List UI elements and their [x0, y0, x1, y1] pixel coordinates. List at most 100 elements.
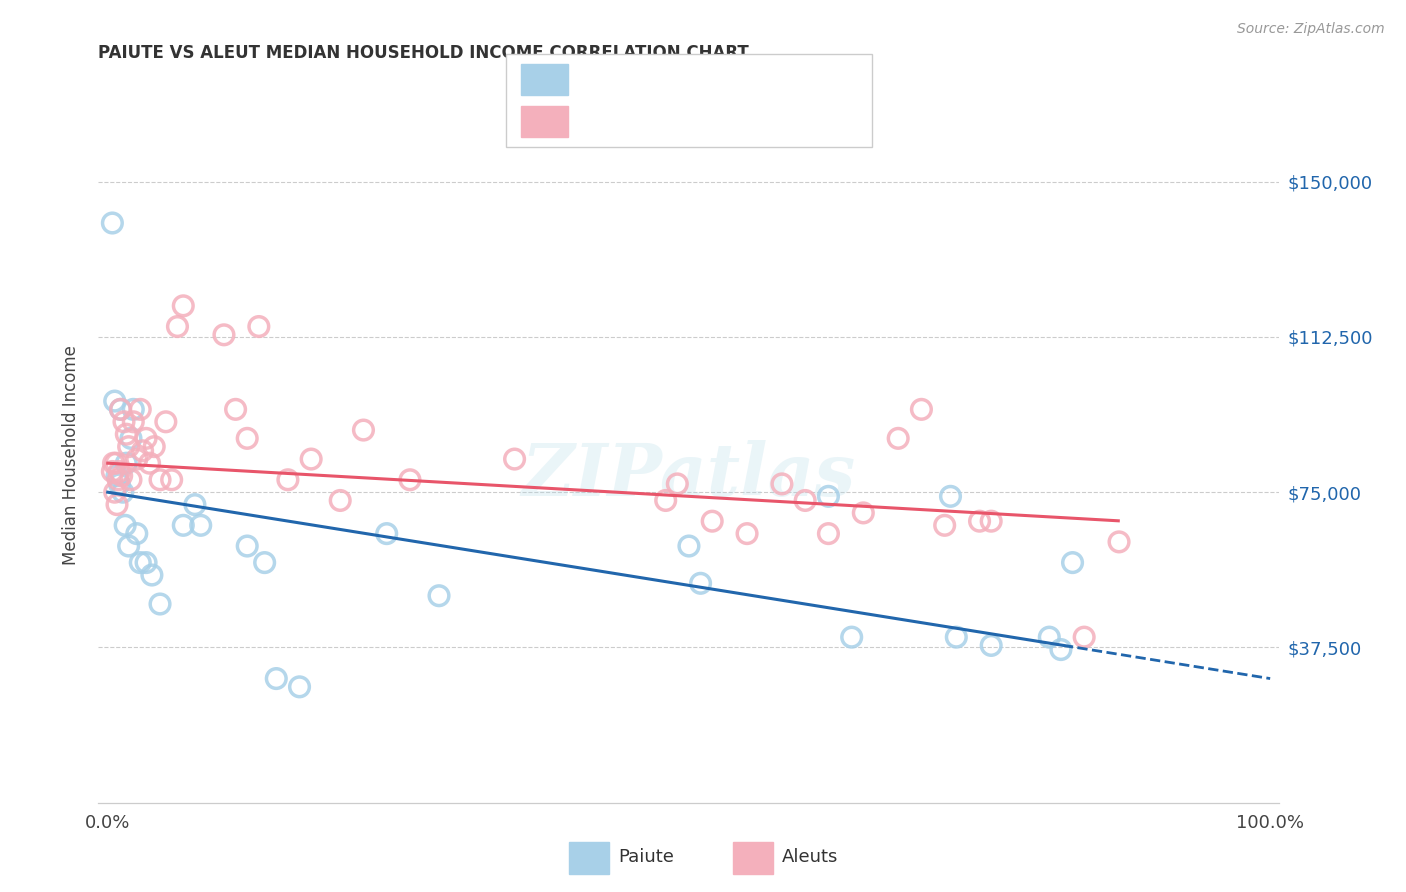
Text: Source: ZipAtlas.com: Source: ZipAtlas.com: [1237, 22, 1385, 37]
Text: -0.364: -0.364: [630, 70, 690, 87]
Point: [770, 476, 793, 491]
Point: [887, 431, 910, 445]
Point: [104, 456, 127, 470]
Point: [288, 680, 311, 694]
Point: [1062, 556, 1084, 570]
Point: [1108, 535, 1130, 549]
Point: [1038, 630, 1060, 644]
Point: [172, 299, 194, 313]
Y-axis label: Median Household Income: Median Household Income: [62, 345, 80, 565]
Point: [852, 506, 875, 520]
Point: [138, 456, 160, 470]
Point: [149, 597, 172, 611]
Point: [122, 402, 145, 417]
Point: [111, 468, 134, 483]
Point: [969, 514, 991, 528]
Point: [794, 493, 817, 508]
Point: [108, 465, 131, 479]
Point: [299, 452, 322, 467]
Point: [120, 473, 142, 487]
Text: PAIUTE VS ALEUT MEDIAN HOUSEHOLD INCOME CORRELATION CHART: PAIUTE VS ALEUT MEDIAN HOUSEHOLD INCOME …: [98, 45, 749, 62]
Point: [112, 415, 135, 429]
Point: [666, 476, 689, 491]
Point: [277, 473, 299, 487]
Point: [107, 473, 129, 487]
Point: [101, 465, 124, 479]
Text: 50: 50: [787, 112, 811, 130]
Point: [117, 440, 139, 454]
Point: [155, 415, 177, 429]
Point: [264, 672, 287, 686]
Point: [689, 576, 711, 591]
Text: N =: N =: [733, 70, 769, 87]
Point: [149, 473, 172, 487]
Point: [236, 431, 259, 445]
Bar: [568, 842, 609, 874]
Point: [253, 556, 276, 570]
Point: [104, 485, 127, 500]
Point: [190, 518, 212, 533]
Point: [120, 431, 142, 445]
Point: [225, 402, 247, 417]
FancyBboxPatch shape: [506, 54, 872, 147]
Point: [980, 514, 1002, 528]
Point: [184, 498, 207, 512]
Point: [108, 476, 131, 491]
Point: [110, 402, 132, 417]
Point: [129, 556, 152, 570]
Point: [678, 539, 700, 553]
Point: [117, 539, 139, 553]
Point: [1050, 642, 1073, 657]
Point: [110, 402, 132, 417]
Text: Paiute: Paiute: [619, 847, 673, 866]
Point: [105, 498, 128, 512]
Point: [841, 630, 863, 644]
Text: 35: 35: [787, 70, 811, 87]
Point: [817, 489, 839, 503]
Point: [172, 518, 194, 533]
Bar: [733, 842, 773, 874]
Point: [114, 518, 136, 533]
Text: R =: R =: [583, 112, 619, 130]
Point: [103, 456, 125, 470]
Point: [143, 440, 166, 454]
Point: [702, 514, 724, 528]
Text: -0.236: -0.236: [630, 112, 690, 130]
Point: [329, 493, 352, 508]
Point: [375, 526, 398, 541]
Text: ZIPatlas: ZIPatlas: [522, 441, 856, 511]
Point: [105, 468, 128, 483]
Point: [141, 568, 163, 582]
Point: [236, 539, 259, 553]
Point: [735, 526, 758, 541]
Bar: [520, 64, 568, 95]
Point: [111, 485, 134, 500]
Point: [101, 216, 124, 230]
Point: [934, 518, 956, 533]
Point: [503, 452, 526, 467]
Point: [125, 526, 148, 541]
Point: [980, 639, 1002, 653]
Point: [135, 431, 157, 445]
Point: [1073, 630, 1095, 644]
Point: [817, 526, 839, 541]
Point: [129, 402, 152, 417]
Point: [115, 456, 138, 470]
Point: [910, 402, 932, 417]
Text: Aleuts: Aleuts: [782, 847, 838, 866]
Text: R =: R =: [583, 70, 619, 87]
Text: N =: N =: [733, 112, 769, 130]
Point: [247, 319, 270, 334]
Point: [945, 630, 967, 644]
Point: [166, 319, 188, 334]
Point: [939, 489, 962, 503]
Point: [654, 493, 676, 508]
Point: [131, 443, 153, 458]
Point: [122, 415, 145, 429]
Point: [135, 556, 157, 570]
Bar: [520, 106, 568, 136]
Point: [104, 394, 127, 409]
Point: [427, 589, 450, 603]
Point: [212, 327, 235, 342]
Point: [125, 452, 148, 467]
